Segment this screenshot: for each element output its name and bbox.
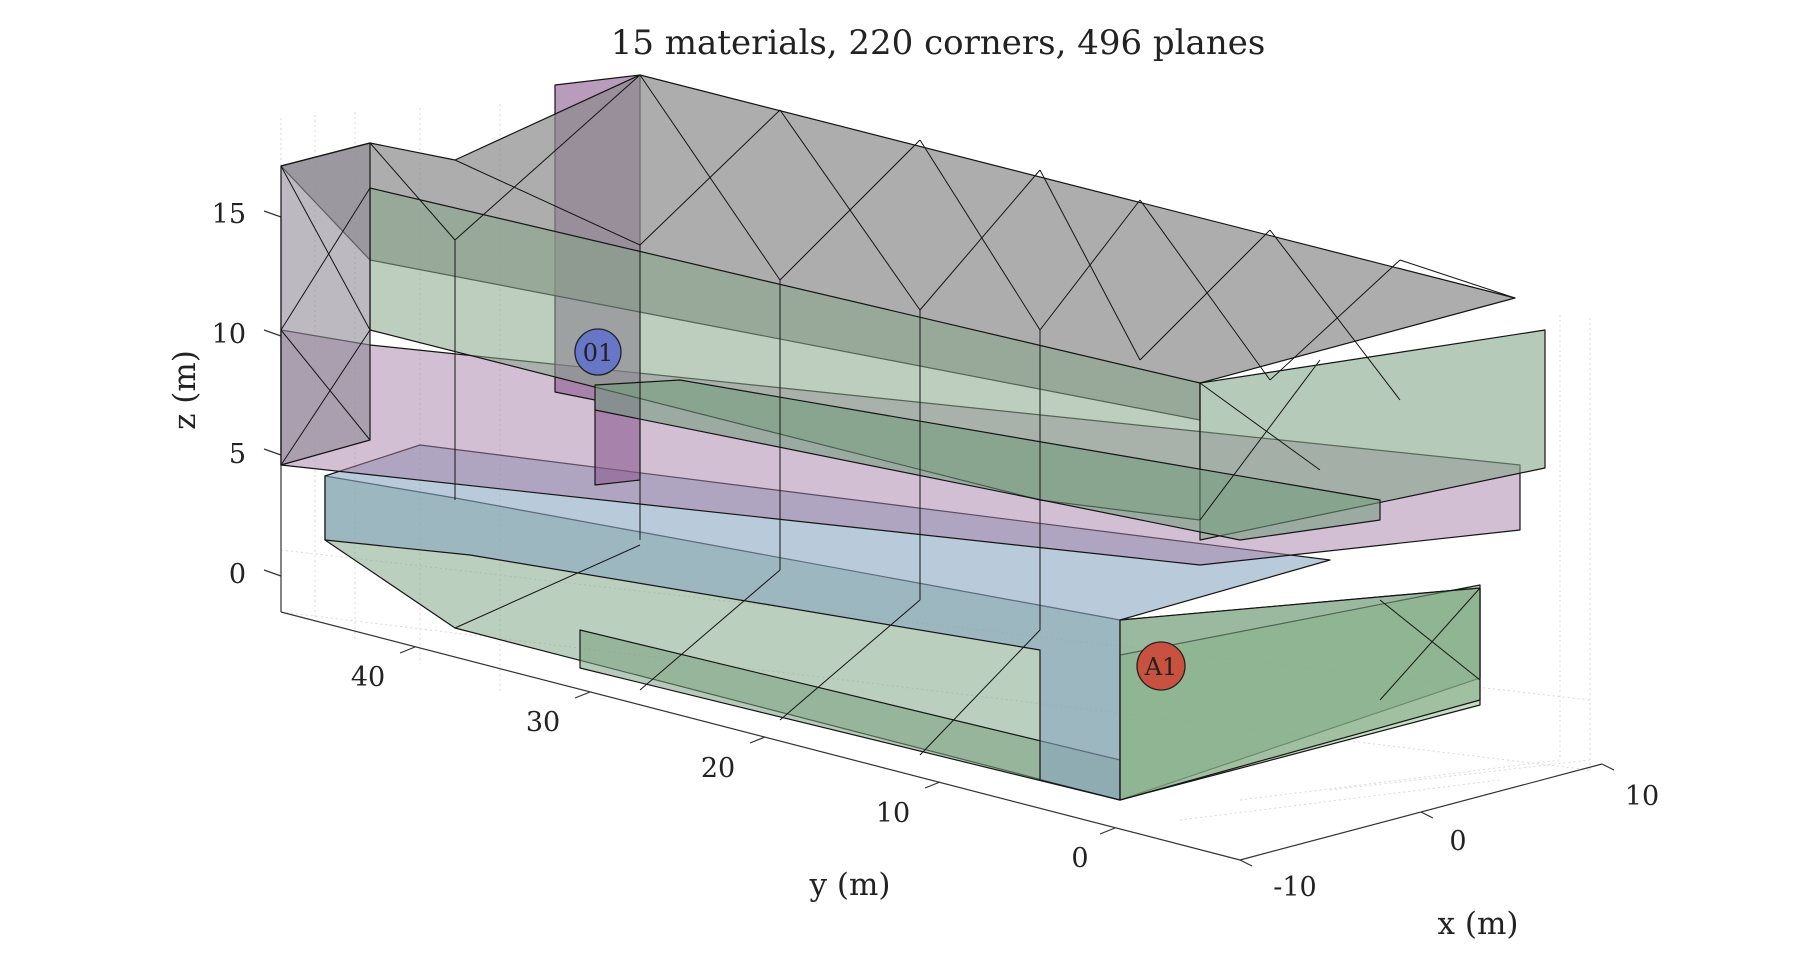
right-block [1119,587,1481,801]
marker-a1-label: A1 [1144,653,1178,681]
z-tick-label-15: 15 [212,199,246,230]
x-tick-label-10: 10 [1625,781,1659,812]
marker-01-dot [574,328,622,376]
y-tick-label-10: 10 [876,798,910,829]
x-axis-label: x (m) [1438,906,1519,942]
mesh-lines [280,74,1516,756]
z-tick-label-10: 10 [212,319,246,350]
z-tick-label-0: 0 [229,559,246,590]
y-axis-label: y (m) [809,867,891,903]
marker-a1-dot [1136,641,1186,691]
x-tick-label-neg10: -10 [1273,872,1316,903]
z-tick-label-5: 5 [229,439,246,470]
material-blocks [280,74,1546,801]
y-tick-label-40: 40 [351,662,385,693]
z-tick-0 [263,569,282,577]
y-tick-label-0: 0 [1071,843,1088,874]
marker-01-label: 01 [583,339,614,367]
marker-01[interactable]: 01 [574,328,622,376]
figure-title: 15 materials, 220 corners, 496 planes [611,23,1266,63]
y-tick-label-20: 20 [701,753,735,784]
y-tick-label-30: 30 [526,707,560,738]
x-tick-label-0: 0 [1449,826,1466,857]
z-axis-label: z (m) [167,350,203,430]
marker-a1[interactable]: A1 [1136,641,1186,691]
inner-green-strip [594,379,1381,541]
